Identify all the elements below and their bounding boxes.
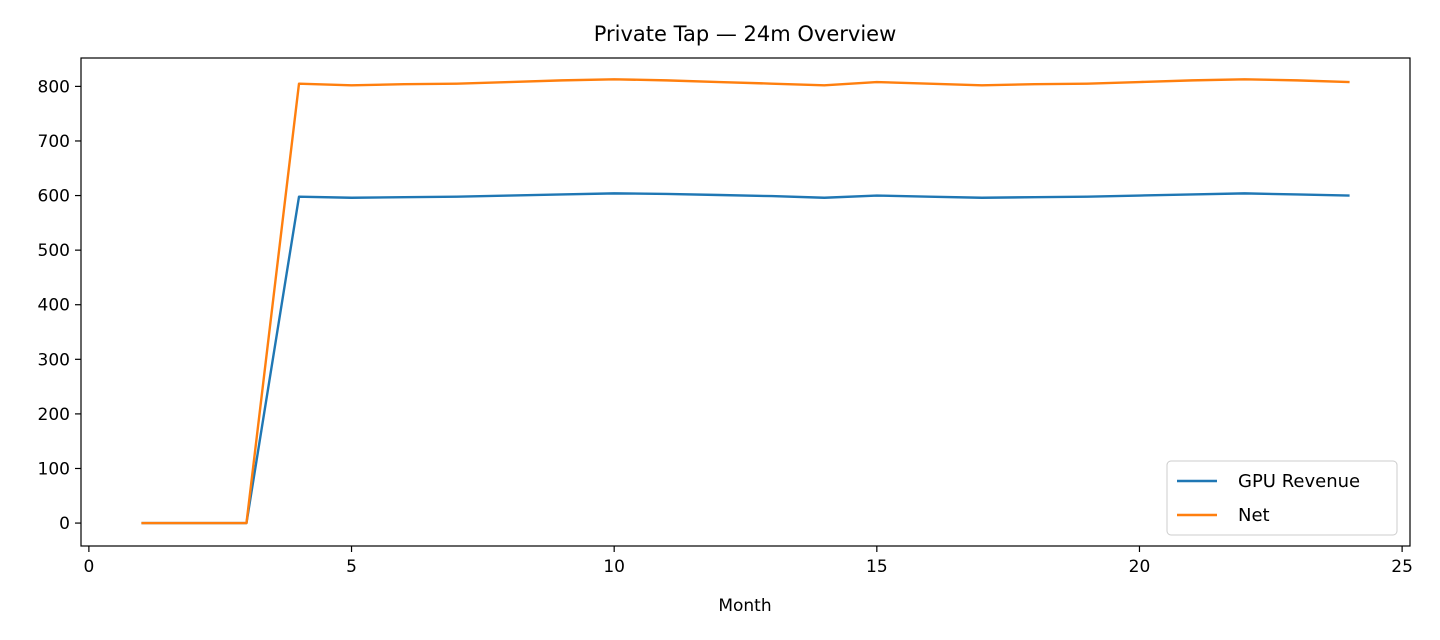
x-axis-label: Month	[718, 596, 771, 616]
legend: GPU Revenue Net	[1166, 460, 1398, 536]
x-tick-label: 0	[83, 557, 94, 577]
y-axis: 0 100 200 300 400 500 600 700 800	[38, 77, 81, 534]
y-tick-label: 300	[38, 350, 70, 370]
series-line-net	[141, 78, 1350, 525]
y-tick-label: 100	[38, 459, 70, 479]
y-tick-label: 800	[38, 77, 70, 97]
y-tick-label: 0	[59, 514, 70, 534]
y-tick-label: 200	[38, 405, 70, 425]
x-tick-label: 10	[603, 557, 625, 577]
y-tick-label: 700	[38, 132, 70, 152]
chart-title: Private Tap — 24m Overview	[594, 22, 897, 46]
y-tick-label: 400	[38, 296, 70, 316]
x-axis: 0 5 10 15 20 25	[83, 546, 1413, 577]
series-line-gpu-revenue	[141, 192, 1350, 525]
legend-box	[1166, 460, 1398, 536]
x-tick-label: 25	[1391, 557, 1413, 577]
series-lines	[141, 78, 1350, 525]
x-tick-label: 15	[866, 557, 888, 577]
plot-frame	[80, 57, 1411, 547]
y-tick-label: 500	[38, 241, 70, 261]
x-tick-label: 20	[1129, 557, 1151, 577]
plot-area: 0 5 10 15 20 25 0 100 200 300 400 500 600 700 800	[38, 57, 1413, 577]
x-tick-label: 5	[346, 557, 357, 577]
y-tick-label: 600	[38, 187, 70, 207]
legend-label: Net	[1238, 505, 1270, 526]
legend-label: GPU Revenue	[1238, 471, 1360, 492]
